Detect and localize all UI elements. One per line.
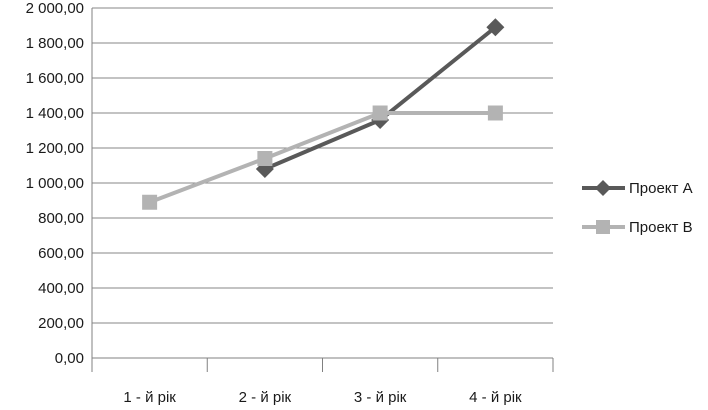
series-project-b-line xyxy=(148,111,496,205)
series-project-b-square-marker xyxy=(257,151,273,166)
y-axis-tick-label: 1 000,00 xyxy=(26,175,84,192)
legend-marker-shape xyxy=(595,180,611,196)
series-project-b-square-marker xyxy=(487,105,503,121)
y-axis-tick-label: 400,00 xyxy=(38,280,84,297)
y-axis-tick-label: 1 400,00 xyxy=(26,105,84,122)
series-project-b-square-marker xyxy=(142,194,158,210)
y-axis-tick-label: 200,00 xyxy=(38,315,84,332)
series-a-line-diamond-icon xyxy=(582,180,625,196)
y-axis-tick-label: 1 200,00 xyxy=(26,140,84,157)
x-axis-category-label: 4 - й рік xyxy=(469,389,522,406)
legend-label-project-b: Проект В xyxy=(629,218,693,236)
x-axis-category-label: 1 - й рік xyxy=(123,389,176,406)
x-axis-category-label: 3 - й рік xyxy=(354,389,407,406)
legend-item-project-b: Проект В xyxy=(581,217,693,237)
y-axis-tick-label: 0,00 xyxy=(55,350,84,367)
series-b-line-square-icon xyxy=(582,220,625,234)
y-axis-tick-label: 1 800,00 xyxy=(26,35,84,52)
y-axis-tick-label: 2 000,00 xyxy=(26,0,84,17)
y-axis-tick-label: 600,00 xyxy=(38,245,84,262)
legend-item-project-a: Проект А xyxy=(581,178,693,198)
y-axis-tick-label: 1 600,00 xyxy=(26,70,84,87)
series-project-b-square-marker xyxy=(372,105,388,121)
chart-legend: Проект А Проект В xyxy=(581,178,693,237)
x-axis-category-label: 2 - й рік xyxy=(239,389,292,406)
y-axis-tick-label: 800,00 xyxy=(38,210,84,227)
legend-marker-shape xyxy=(596,220,610,234)
series-project-a-diamond-marker xyxy=(486,18,505,37)
legend-label-project-a: Проект А xyxy=(629,179,693,197)
